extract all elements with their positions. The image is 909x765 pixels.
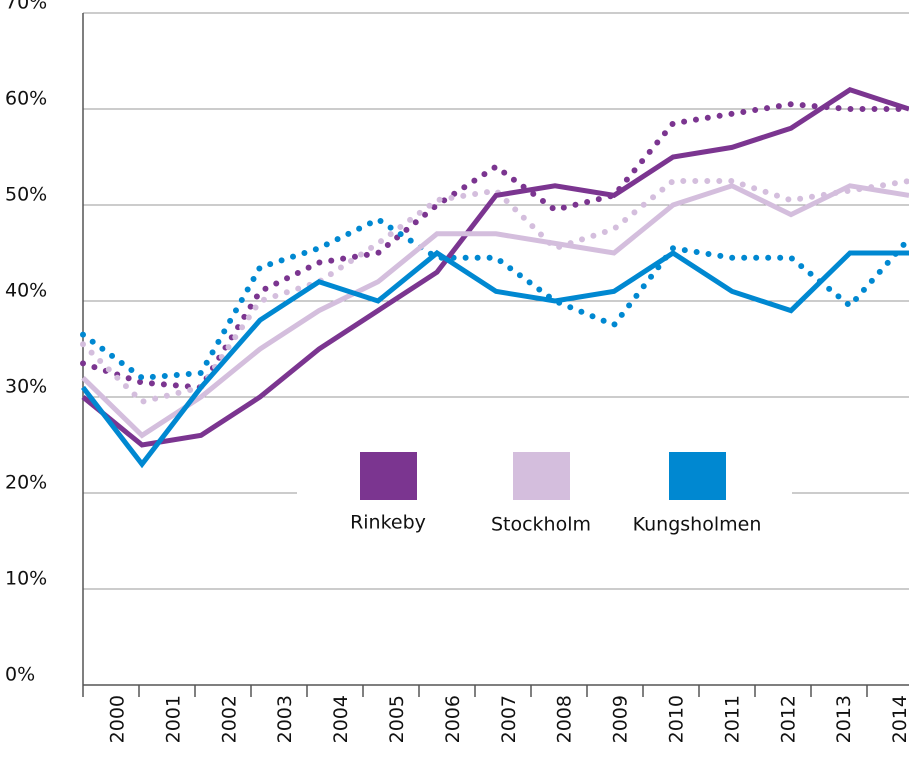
y-tick-label: 60% (5, 88, 47, 110)
legend-swatch (513, 452, 570, 500)
legend-swatch (360, 452, 417, 500)
x-tick-label: 2005 (386, 695, 408, 743)
legend-label: Kungsholmen (633, 514, 762, 536)
x-tick-label: 2006 (442, 695, 464, 743)
x-tick-label: 2001 (162, 695, 184, 743)
y-tick-label: 30% (5, 376, 47, 398)
x-tick-label: 2008 (554, 695, 576, 743)
y-tick-label: 40% (5, 280, 47, 302)
line (81, 183, 909, 439)
x-tick-label: 2000 (107, 695, 129, 743)
y-tick-label: 20% (5, 472, 47, 494)
dotted-line (80, 101, 909, 391)
x-tick-label: 2003 (274, 695, 296, 743)
x-tick-label: 2012 (777, 695, 799, 743)
y-tick-label: 0% (5, 664, 35, 686)
x-tick-label: 2002 (218, 695, 240, 743)
legend-label: Stockholm (491, 514, 591, 536)
x-tick-label: 2007 (498, 695, 520, 743)
y-tick-label: 50% (5, 184, 47, 206)
y-tick-label: 10% (5, 568, 47, 590)
x-tick-label: 2011 (721, 695, 743, 743)
x-tick-label: 2004 (330, 695, 352, 743)
x-tick-label: 2010 (666, 695, 688, 743)
line (81, 87, 909, 448)
dotted-line (80, 178, 909, 406)
x-tick-label: 2009 (610, 695, 632, 743)
y-tick-label: 70% (5, 0, 47, 14)
legend-label: Rinkeby (350, 512, 426, 534)
legend-swatch (669, 452, 726, 500)
x-tick-label: 2013 (833, 695, 855, 743)
dotted-line (80, 215, 909, 381)
x-tick-label: 2014 (889, 695, 909, 743)
line (81, 249, 909, 469)
